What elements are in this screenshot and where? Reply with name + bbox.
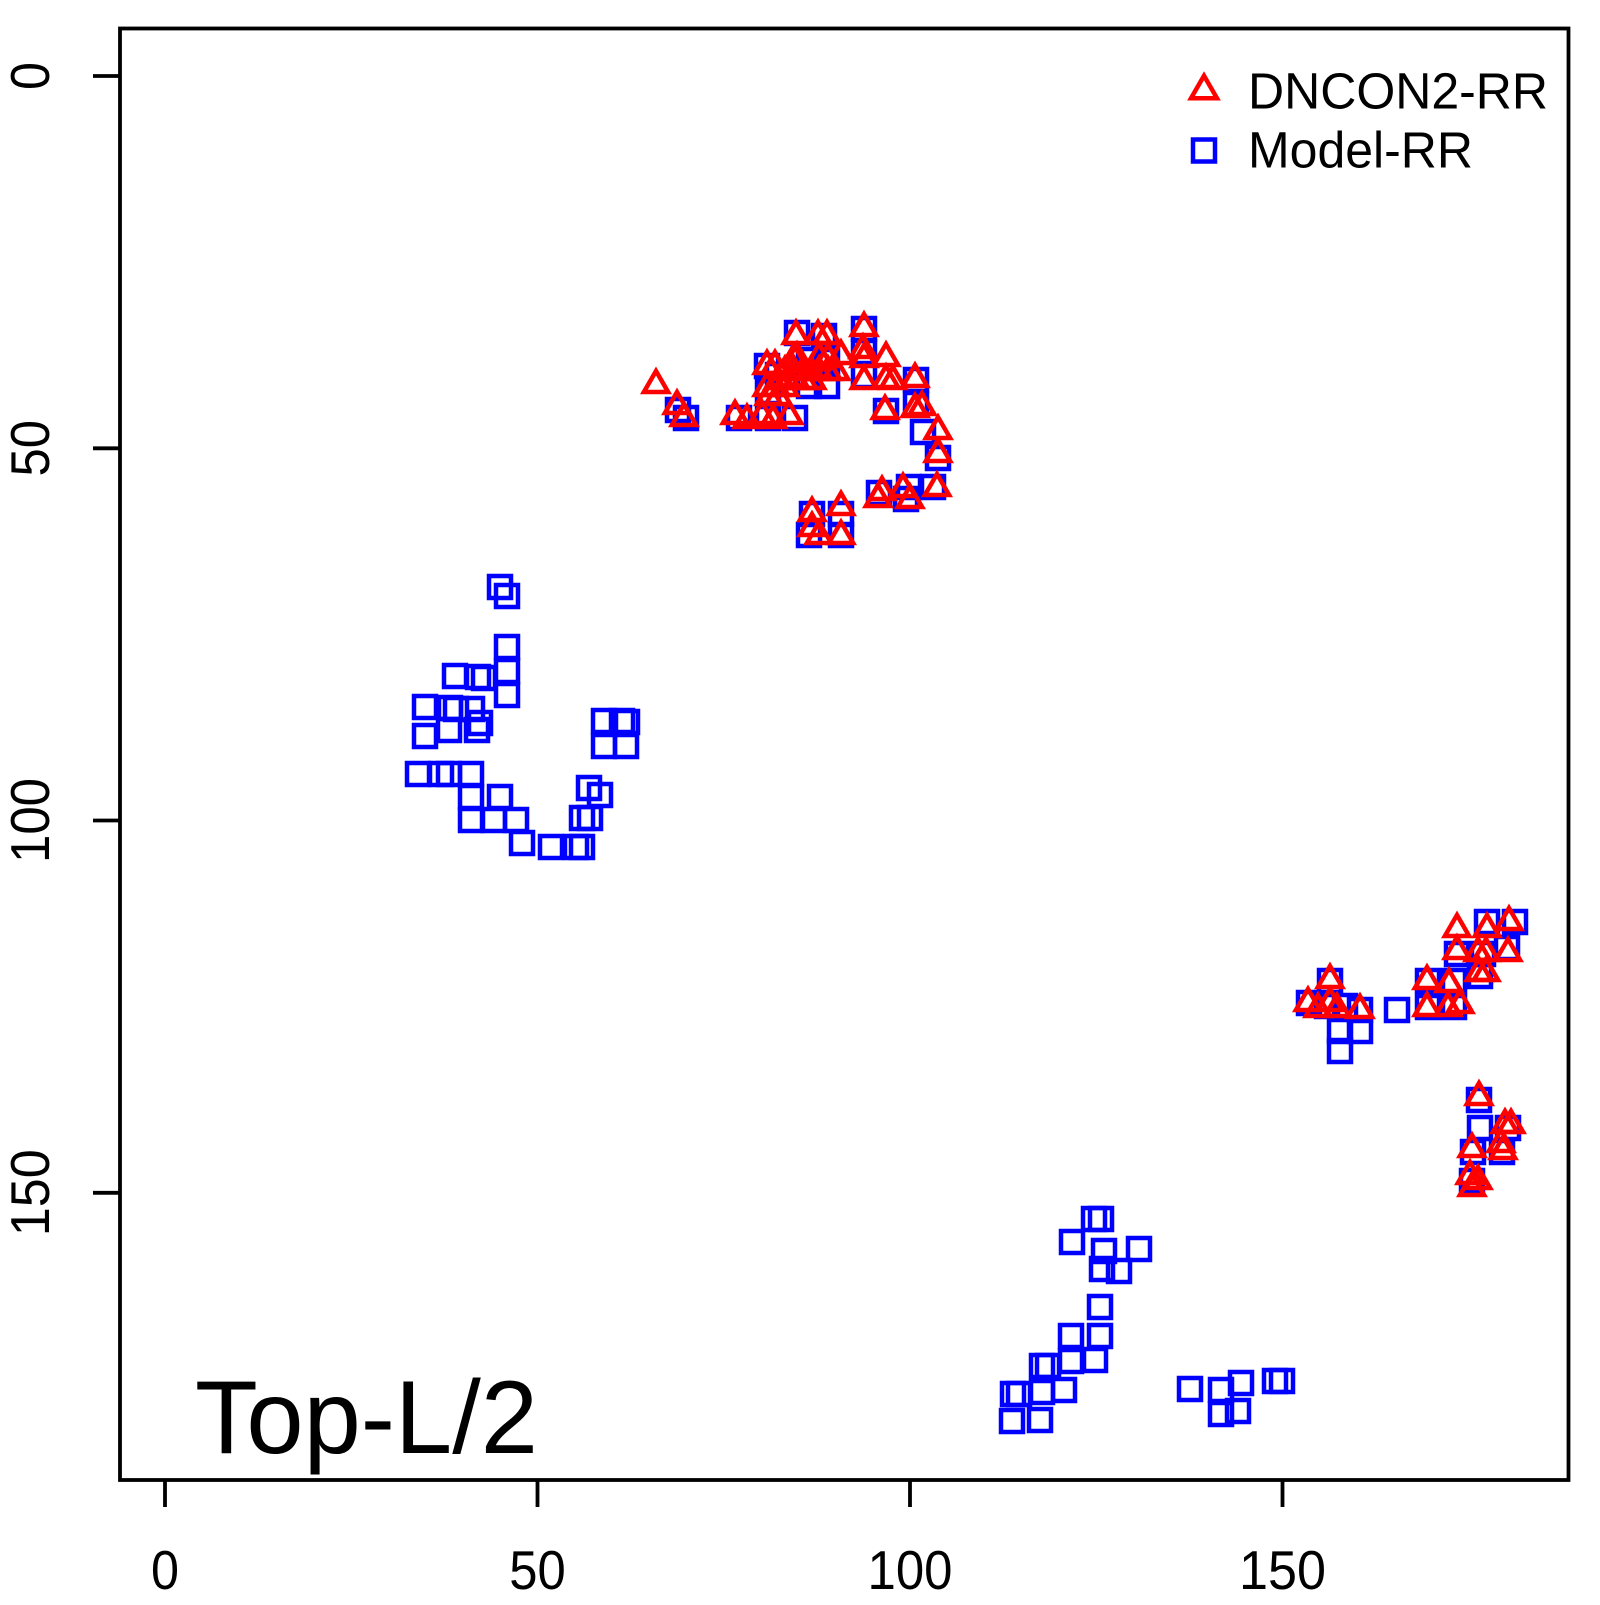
svg-text:DNCON2-RR: DNCON2-RR bbox=[1248, 63, 1548, 120]
svg-text:0: 0 bbox=[151, 1540, 179, 1600]
svg-text:50: 50 bbox=[509, 1540, 566, 1600]
svg-text:100: 100 bbox=[0, 778, 61, 863]
svg-text:0: 0 bbox=[0, 62, 61, 90]
svg-text:Model-RR: Model-RR bbox=[1248, 122, 1473, 179]
svg-text:Top-L/2: Top-L/2 bbox=[195, 1360, 538, 1476]
svg-text:150: 150 bbox=[0, 1149, 61, 1236]
svg-text:100: 100 bbox=[868, 1540, 953, 1600]
svg-text:150: 150 bbox=[1239, 1540, 1326, 1600]
svg-text:50: 50 bbox=[0, 420, 61, 477]
